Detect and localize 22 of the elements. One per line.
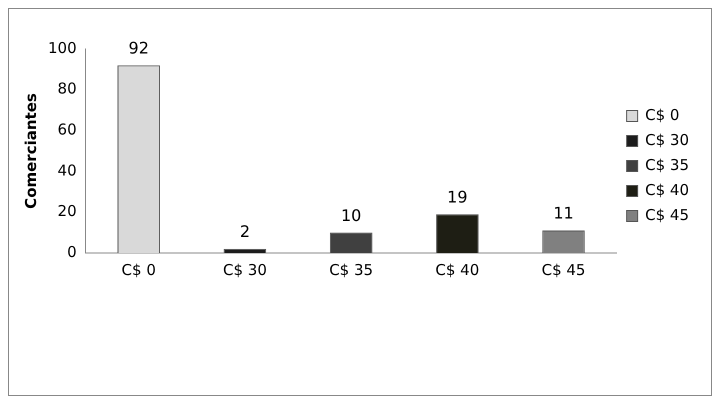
data-label: 92 xyxy=(128,38,149,58)
x-tick-label: C$ 30 xyxy=(222,260,267,279)
y-tick-label: 20 xyxy=(58,202,77,220)
y-tick-label: 40 xyxy=(58,161,77,180)
data-label: 2 xyxy=(240,222,250,242)
x-tick-label: C$ 35 xyxy=(329,260,374,279)
y-tick-label: 0 xyxy=(67,242,77,261)
data-label: 11 xyxy=(553,204,574,223)
y-tick-label: 80 xyxy=(58,80,77,98)
data-label: 10 xyxy=(340,206,362,225)
y-tick-label: 100 xyxy=(48,38,77,57)
legend-label: C$ 40 xyxy=(645,180,690,199)
x-tick-label: C$ 0 xyxy=(122,260,156,279)
x-tick-label: C$ 40 xyxy=(435,260,480,279)
legend-label: C$ 45 xyxy=(645,206,690,224)
y-axis-title: Comerciantes xyxy=(22,93,40,209)
x-tick-label: C$ 45 xyxy=(542,260,586,279)
legend-label: C$ 35 xyxy=(645,156,690,174)
y-tick-label: 60 xyxy=(58,120,77,138)
legend-label: C$ 0 xyxy=(645,106,680,124)
data-label: 19 xyxy=(447,187,468,206)
legend-label: C$ 30 xyxy=(645,130,690,149)
